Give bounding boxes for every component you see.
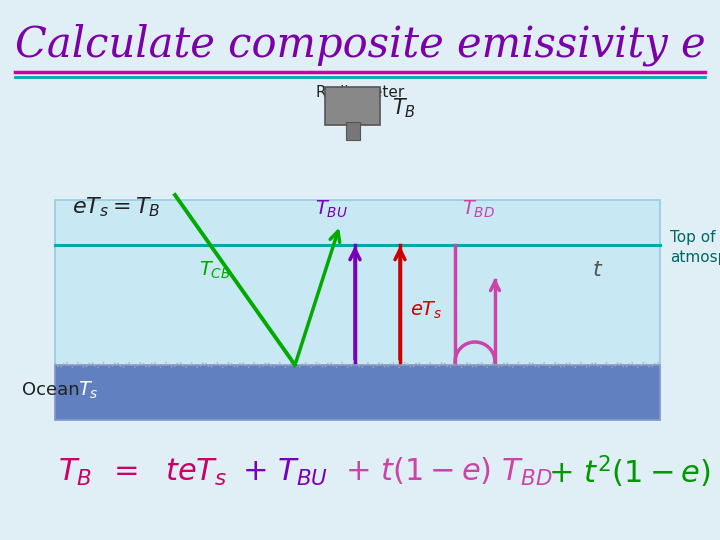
Text: $t$: $t$: [593, 259, 603, 281]
Text: $T_{BU}$: $T_{BU}$: [315, 199, 348, 220]
Text: Radiometer: Radiometer: [315, 85, 405, 100]
Text: $+ \ T_{BU}$: $+ \ T_{BU}$: [242, 456, 328, 488]
Bar: [55, 365, 660, 420]
Text: $+ \ t(1 - e) \ T_{BD}$: $+ \ t(1 - e) \ T_{BD}$: [345, 456, 552, 488]
Text: Ocean: Ocean: [22, 381, 80, 399]
Bar: [325, 87, 380, 125]
Text: Top of the
atmosphere: Top of the atmosphere: [670, 230, 720, 265]
Text: Calculate composite emissivity e: Calculate composite emissivity e: [14, 24, 706, 66]
Text: $T_{CB}$: $T_{CB}$: [199, 259, 231, 281]
Text: $T_{BD}$: $T_{BD}$: [462, 199, 495, 220]
Text: $T_s$: $T_s$: [78, 379, 99, 401]
Text: $= \ \ teT_s$: $= \ \ teT_s$: [108, 456, 228, 488]
Text: $T_B$: $T_B$: [58, 456, 92, 488]
Bar: [346, 122, 360, 140]
Text: $eT_s = T_B$: $eT_s = T_B$: [72, 195, 161, 219]
Bar: [55, 200, 660, 420]
Text: $T_B$: $T_B$: [392, 96, 416, 120]
Text: $eT_s$: $eT_s$: [410, 299, 443, 321]
Text: $+ \ t^2(1 - e) \ T_{CB}$: $+ \ t^2(1 - e) \ T_{CB}$: [548, 453, 720, 491]
